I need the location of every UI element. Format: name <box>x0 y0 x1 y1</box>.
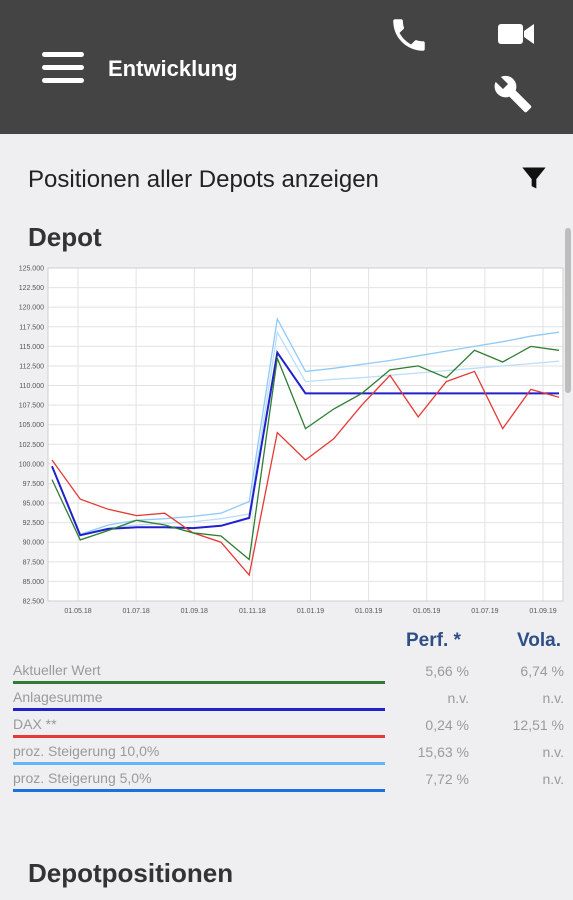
menu-icon[interactable] <box>42 52 84 84</box>
series-line <box>51 350 559 537</box>
x-tick-label: 01.09.18 <box>181 608 208 615</box>
y-tick-label: 110.000 <box>19 383 44 390</box>
legend-row: proz. Steigerung 10,0% 15,63 % n.v. <box>0 739 573 766</box>
x-tick-label: 01.05.18 <box>64 608 91 615</box>
legend-vola: 6,74 % <box>520 663 564 679</box>
x-tick-label: 01.11.18 <box>239 608 266 615</box>
legend-name: DAX ** <box>13 716 57 732</box>
x-tick-label: 01.03.19 <box>355 608 382 615</box>
y-tick-label: 117.500 <box>19 324 44 331</box>
filter-row[interactable]: Positionen aller Depots anzeigen <box>0 134 573 220</box>
y-tick-label: 115.000 <box>19 344 44 351</box>
legend-row: Anlagesumme n.v. n.v. <box>0 685 573 712</box>
legend-line <box>13 762 385 765</box>
phone-icon[interactable] <box>388 14 430 56</box>
filter-icon[interactable] <box>520 164 548 192</box>
y-tick-label: 102.500 <box>19 442 44 449</box>
legend-row: DAX ** 0,24 % 12,51 % <box>0 712 573 739</box>
plot-area <box>48 268 563 601</box>
depot-positions-title: Depotpositionen <box>28 858 234 888</box>
legend-vola: n.v. <box>542 744 564 760</box>
app-bar: Entwicklung <box>0 0 573 134</box>
legend-line <box>13 789 385 792</box>
y-tick-label: 112.500 <box>19 363 44 370</box>
legend-line <box>13 708 385 711</box>
y-tick-label: 125.000 <box>19 266 44 273</box>
y-tick-label: 97.500 <box>23 481 45 488</box>
legend-line <box>13 681 385 684</box>
x-tick-label: 01.05.19 <box>413 608 440 615</box>
series-line <box>51 370 560 577</box>
legend-perf: n.v. <box>447 690 469 706</box>
legend-perf: 0,24 % <box>425 717 469 733</box>
series-line <box>51 345 560 561</box>
filter-label: Positionen aller Depots anzeigen <box>28 166 379 193</box>
page-title: Entwicklung <box>108 56 238 81</box>
legend-perf: 15,63 % <box>417 744 469 760</box>
vola-header: Vola. <box>517 630 561 651</box>
y-tick-label: 107.500 <box>19 403 44 410</box>
legend-line <box>13 735 385 738</box>
y-tick-label: 92.500 <box>23 520 45 527</box>
plot-border <box>47 267 564 602</box>
legend-vola: n.v. <box>542 690 564 706</box>
legend-perf: 5,66 % <box>425 663 469 679</box>
legend-name: Anlagesumme <box>13 689 103 705</box>
x-tick-label: 01.07.19 <box>471 608 498 615</box>
x-tick-label: 01.07.18 <box>123 608 150 615</box>
y-tick-label: 105.000 <box>19 422 44 429</box>
x-tick-label: 01.09.19 <box>529 608 556 615</box>
legend-name: Aktueller Wert <box>13 662 101 678</box>
chart-svg: 125.000 122.500 120.000 117.500 115.000 112.5… <box>19 266 564 615</box>
legend-row: proz. Steigerung 5,0% 7,72 % n.v. <box>0 766 573 793</box>
depot-chart: 125.000 122.500 120.000 117.500 115.000 112.5… <box>0 258 573 622</box>
series-line <box>51 330 560 536</box>
y-tick-label: 120.000 <box>19 305 44 312</box>
scrollbar[interactable] <box>565 228 571 393</box>
legend-perf: 7,72 % <box>425 771 469 787</box>
x-tick-label: 01.01.19 <box>297 608 324 615</box>
y-tick-label: 85.000 <box>23 579 45 586</box>
legend-row: Aktueller Wert 5,66 % 6,74 % <box>0 658 573 685</box>
y-tick-label: 87.500 <box>23 559 45 566</box>
legend-vola: n.v. <box>542 771 564 787</box>
wrench-icon[interactable] <box>493 74 533 114</box>
legend-name: proz. Steigerung 5,0% <box>13 770 152 786</box>
depot-title: Depot <box>28 222 102 252</box>
y-tick-label: 82.500 <box>23 599 45 606</box>
y-tick-label: 95.000 <box>23 501 45 508</box>
legend-vola: 12,51 % <box>512 717 564 733</box>
y-tick-label: 90.000 <box>23 540 45 547</box>
perf-header: Perf. * <box>406 630 461 651</box>
y-tick-label: 122.500 <box>19 285 44 292</box>
y-tick-label: 100.000 <box>19 461 44 468</box>
legend-name: proz. Steigerung 10,0% <box>13 743 160 759</box>
video-camera-icon[interactable] <box>497 20 535 48</box>
